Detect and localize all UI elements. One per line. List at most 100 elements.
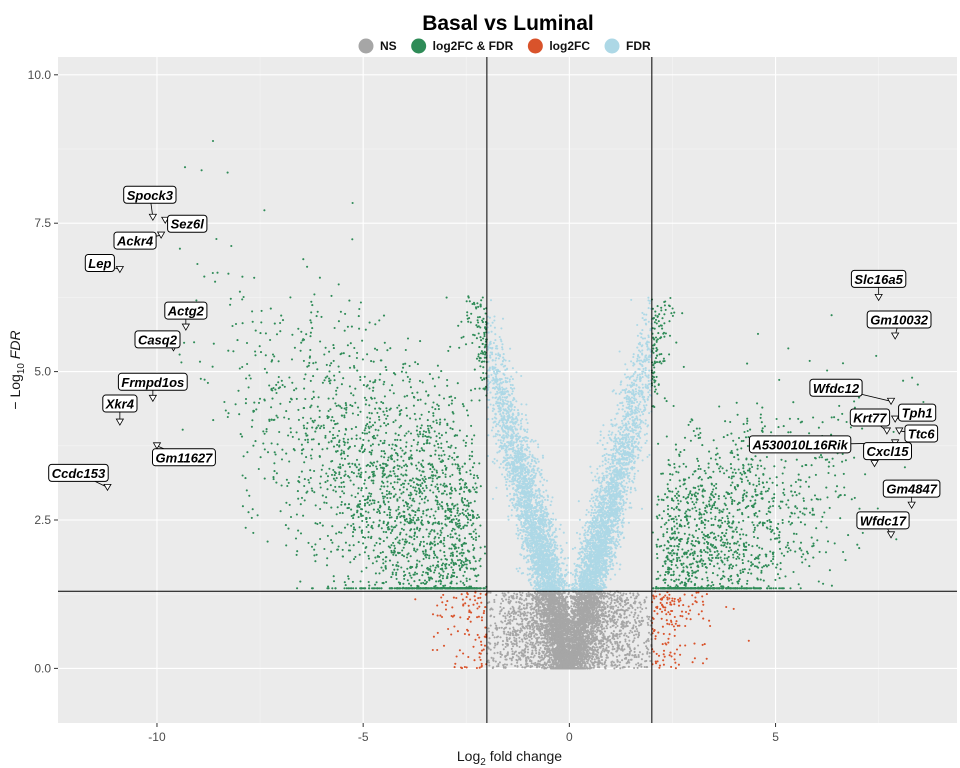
data-point <box>617 644 620 647</box>
data-point <box>557 656 560 659</box>
data-point <box>550 656 553 659</box>
data-point <box>567 628 570 631</box>
data-point <box>587 640 590 643</box>
data-point <box>521 620 524 623</box>
data-point <box>507 598 510 601</box>
data-point <box>520 594 523 597</box>
data-point <box>615 610 618 613</box>
data-point <box>550 594 553 597</box>
data-point <box>589 659 592 663</box>
data-point <box>557 612 560 615</box>
data-point <box>639 603 642 606</box>
data-point <box>621 648 624 652</box>
data-point <box>578 607 581 610</box>
data-point <box>555 606 559 609</box>
data-point <box>589 602 592 605</box>
data-point <box>609 626 612 629</box>
data-point <box>514 650 517 653</box>
data-point <box>525 614 528 617</box>
data-point <box>552 597 555 600</box>
data-point <box>511 645 515 648</box>
data-point <box>551 665 554 668</box>
data-point <box>551 607 554 610</box>
data-point <box>627 601 630 604</box>
data-point <box>503 595 506 598</box>
data-point <box>550 613 554 616</box>
data-point <box>517 614 520 617</box>
data-point <box>605 644 609 647</box>
data-point <box>589 628 592 631</box>
data-point <box>630 658 633 661</box>
data-point <box>541 631 544 635</box>
data-point <box>548 648 551 652</box>
data-point <box>613 598 616 602</box>
data-point <box>529 641 532 644</box>
data-point <box>493 636 496 639</box>
data-point <box>634 625 637 628</box>
data-point <box>502 607 505 610</box>
data-point <box>632 624 635 627</box>
data-point <box>565 645 568 649</box>
data-point <box>580 601 583 604</box>
data-point <box>567 632 570 635</box>
data-point <box>548 593 551 596</box>
data-point <box>491 608 494 611</box>
data-point <box>487 630 491 633</box>
data-point <box>637 662 640 665</box>
data-point <box>618 633 621 636</box>
data-point <box>540 622 543 625</box>
data-point <box>578 629 581 632</box>
data-point <box>589 666 592 669</box>
data-point <box>635 663 638 666</box>
data-point <box>548 635 551 639</box>
data-point <box>576 642 579 646</box>
data-point <box>564 629 567 632</box>
data-point <box>621 659 624 662</box>
data-point <box>632 602 635 605</box>
data-point <box>565 639 568 642</box>
data-point <box>602 643 605 646</box>
data-point <box>579 627 582 631</box>
data-point <box>575 592 578 595</box>
data-point <box>618 647 621 650</box>
data-point <box>558 635 561 639</box>
data-point <box>576 665 580 668</box>
data-point <box>538 648 541 652</box>
data-point <box>540 666 544 669</box>
data-point <box>550 630 554 633</box>
data-point <box>522 634 525 637</box>
data-point <box>499 610 502 613</box>
data-point <box>582 613 585 616</box>
data-point <box>597 619 601 622</box>
data-point <box>637 654 640 657</box>
data-point <box>565 613 568 617</box>
data-point <box>619 640 622 643</box>
data-point <box>645 596 648 599</box>
data-point <box>548 595 551 598</box>
data-point <box>571 655 574 658</box>
data-point <box>614 663 617 666</box>
data-point <box>569 623 572 626</box>
data-point <box>529 616 532 619</box>
data-point <box>539 606 542 609</box>
data-point <box>491 631 494 634</box>
data-point <box>547 629 550 632</box>
data-point <box>598 608 601 611</box>
data-point <box>524 644 527 647</box>
data-point <box>539 592 542 596</box>
data-point <box>645 645 648 648</box>
data-point <box>597 639 601 643</box>
data-point <box>627 665 630 668</box>
data-point <box>547 606 550 609</box>
data-point <box>521 666 524 669</box>
data-point <box>574 636 577 639</box>
data-point <box>602 634 605 637</box>
data-point <box>546 620 549 623</box>
data-point <box>644 660 647 663</box>
data-point <box>561 601 564 604</box>
data-point <box>553 592 556 595</box>
data-point <box>560 608 563 611</box>
data-point <box>592 595 596 598</box>
data-point <box>552 625 555 628</box>
data-point <box>563 608 566 611</box>
